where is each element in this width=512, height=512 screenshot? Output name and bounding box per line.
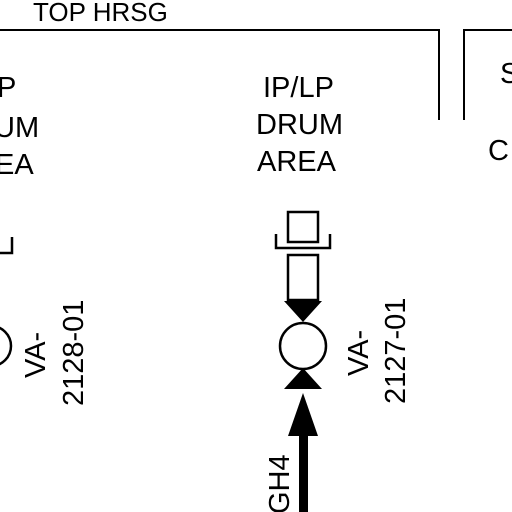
valve-va-2127-01[interactable] (274, 210, 332, 389)
valve-stem (286, 253, 320, 302)
valve-tag-2127-prefix: VA- (343, 329, 375, 376)
flow-arrow-icon (288, 393, 318, 436)
valve-ball (278, 321, 328, 371)
valve-cap (286, 210, 320, 244)
process-pipe (299, 432, 308, 512)
center-area-line-3: AREA (257, 146, 336, 178)
right-area-line-1: S (500, 58, 512, 90)
valve-va-2128-01[interactable] (0, 237, 14, 366)
valve-tag-2128-number: 2128-01 (58, 299, 90, 406)
valve-tag-2127-number: 2127-01 (380, 297, 412, 404)
section-title: TOP HRSG (33, 0, 168, 27)
left-area-line-2: UM (0, 112, 40, 144)
left-area-line-1: P (0, 72, 17, 104)
right-area-boundary (463, 29, 512, 120)
valve-seat-upper (284, 301, 322, 322)
valve-cap-bracket (274, 234, 332, 250)
left-valve-body (0, 326, 13, 366)
valve-tag-2128-prefix: VA- (20, 331, 52, 378)
center-area-line-2: DRUM (256, 109, 343, 141)
top-hrsg-boundary (0, 29, 440, 120)
right-area-line-2: C (488, 135, 509, 167)
left-fitting-bracket (0, 237, 14, 255)
area-boundaries (0, 29, 512, 120)
valve-seat-lower (284, 368, 322, 389)
process-line-gh4[interactable] (288, 393, 318, 512)
left-area-line-3: EA (0, 149, 34, 181)
pipe-label-gh4: GH4 (264, 454, 296, 512)
center-area-line-1: IP/LP (263, 72, 334, 104)
